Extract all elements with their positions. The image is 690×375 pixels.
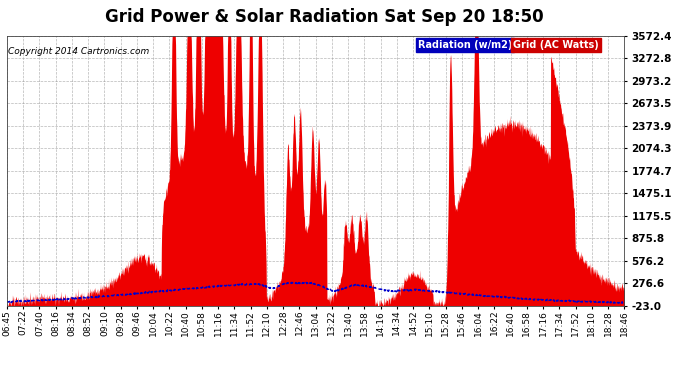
Text: Grid Power & Solar Radiation Sat Sep 20 18:50: Grid Power & Solar Radiation Sat Sep 20 … (105, 8, 544, 26)
Text: Grid (AC Watts): Grid (AC Watts) (513, 39, 599, 50)
Text: Copyright 2014 Cartronics.com: Copyright 2014 Cartronics.com (8, 47, 149, 56)
Text: Radiation (w/m2): Radiation (w/m2) (417, 39, 512, 50)
